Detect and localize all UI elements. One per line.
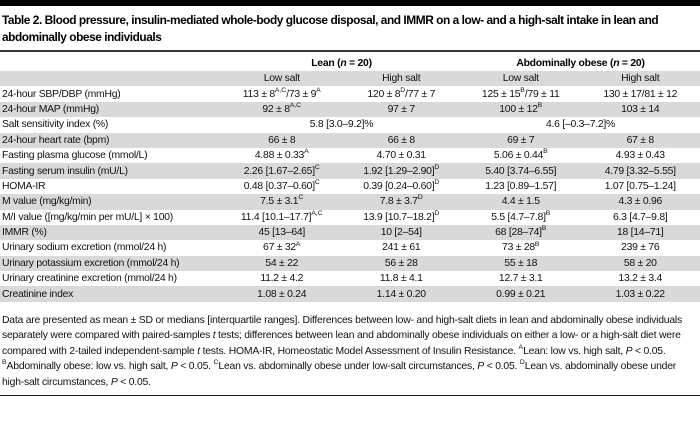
value-cell: 103 ± 14 xyxy=(621,103,660,115)
title-divider-rule xyxy=(0,50,700,52)
row-label: Salt sensitivity index (%) xyxy=(2,119,109,131)
value-cell: 66 ± 8 xyxy=(387,134,416,146)
value-cell: 68 [28–74]B xyxy=(495,225,547,239)
row-label: 24-hour SBP/DBP (mmHg) xyxy=(2,88,121,100)
table-row: Salt sensitivity index (%) 5.8 [3.0–9.2]%… xyxy=(0,117,700,132)
value-cell: 1.08 ± 0.24 xyxy=(257,288,307,300)
value-cell: 1.14 ± 0.20 xyxy=(376,288,426,300)
table-footnote: Data are presented as mean ± SD or media… xyxy=(2,314,682,388)
value-cell: 0.48 [0.37–0.60]C xyxy=(243,178,320,192)
value-cell: 7.8 ± 3.7D xyxy=(379,194,423,208)
value-cell: 13.9 [10.7–18.2]D xyxy=(363,209,440,223)
value-cell: 0.99 ± 0.21 xyxy=(496,288,546,300)
value-cell: 13.2 ± 3.4 xyxy=(618,273,663,285)
table-body: 24-hour SBP/DBP (mmHg) 113 ± 8A,C/73 ± 9A… xyxy=(0,86,700,302)
value-cell: 1.03 ± 0.22 xyxy=(615,288,665,300)
value-cell: 2.26 [1.67–2.65]C xyxy=(243,163,320,177)
value-cell: 55 ± 18 xyxy=(504,257,538,269)
value-cell: 11.4 [10.1–17.7]A,C xyxy=(240,209,323,223)
value-cell: 18 [14–71] xyxy=(616,227,664,239)
value-cell: 11.2 ± 4.2 xyxy=(260,273,304,285)
value-cell: 239 ± 76 xyxy=(621,242,660,254)
top-rule xyxy=(0,0,700,6)
table-row: Creatinine index 1.08 ± 0.24 1.14 ± 0.20 0.… xyxy=(0,286,700,302)
value-cell: 100 ± 12B xyxy=(499,102,543,115)
table-title: Table 2. Blood pressure, insulin-mediate… xyxy=(2,13,659,44)
group-header-row: Lean (n = 20) Abdominally obese (n = 20) xyxy=(0,55,700,71)
value-cell: 12.7 ± 3.1 xyxy=(498,273,543,285)
row-label: 24-hour MAP (mmHg) xyxy=(2,103,99,115)
value-cell: 45 [13–64] xyxy=(258,227,306,239)
value-cell: 113 ± 8A,C/73 ± 9A xyxy=(242,86,321,100)
value-cell: 5.40 [3.74–6.55] xyxy=(485,165,557,177)
value-cell: 0.39 [0.24–0.60]D xyxy=(363,178,440,192)
value-cell: 69 ± 7 xyxy=(507,134,535,146)
value-cell: 4.93 ± 0.43 xyxy=(615,150,665,162)
value-cell: 7.5 ± 3.1C xyxy=(260,194,304,208)
value-cell: 5.5 [4.7–7.8]B xyxy=(491,209,551,223)
value-cell: 66 ± 8 xyxy=(268,134,296,146)
value-cell: 1.92 [1.29–2.90]D xyxy=(363,163,440,177)
row-label: M/I value ([mg/kg/min per mU/L] × 100) xyxy=(2,211,173,223)
merged-value-cell: 5.8 [3.0–9.2]% xyxy=(309,119,374,131)
group-header-obese: Abdominally obese (n = 20) xyxy=(516,57,645,69)
row-label: HOMA-IR xyxy=(2,180,46,192)
value-cell: 4.4 ± 1.5 xyxy=(501,196,540,208)
column-header-obese-high-salt: High salt xyxy=(621,73,660,85)
value-cell: 67 ± 8 xyxy=(626,134,655,146)
column-header-lean-low-salt: Low salt xyxy=(263,73,300,85)
table-row: IMMR (%) 45 [13–64] 10 [2–54] 68 [28–74]B 18… xyxy=(0,224,700,241)
value-cell: 120 ± 8D/77 ± 7 xyxy=(367,86,436,100)
value-cell: 11.8 ± 4.1 xyxy=(379,273,423,285)
table-row: Urinary potassium excretion (mmol/24 h) 5… xyxy=(0,255,700,272)
salt-header-row: Low salt High salt Low salt High salt xyxy=(0,71,700,87)
table-row: 24-hour heart rate (bpm) 66 ± 8 66 ± 8 69 ±… xyxy=(0,132,700,148)
value-cell: 4.88 ± 0.33A xyxy=(254,148,309,162)
row-label: 24-hour heart rate (bpm) xyxy=(2,134,110,146)
value-cell: 241 ± 61 xyxy=(382,242,421,254)
value-cell: 5.06 ± 0.44B xyxy=(493,148,548,162)
value-cell: 10 [2–54] xyxy=(380,227,422,239)
table-row: Urinary creatinine excretion (mmol/24 h)… xyxy=(0,271,700,286)
value-cell: 1.07 [0.75–1.24] xyxy=(604,180,676,192)
table-row: Fasting plasma glucose (mmol/L) 4.88 ± 0.… xyxy=(0,148,700,163)
value-cell: 58 ± 20 xyxy=(623,257,657,269)
table-row: HOMA-IR 0.48 [0.37–0.60]C 0.39 [0.24–0.60]… xyxy=(0,179,700,194)
data-table: Lean (n = 20) Abdominally obese (n = 20)… xyxy=(0,55,700,302)
column-header-obese-low-salt: Low salt xyxy=(502,73,539,85)
row-label: M value (mg/kg/min) xyxy=(2,196,92,208)
row-label: Fasting serum insulin (mU/L) xyxy=(2,165,128,177)
table-row: M value (mg/kg/min) 7.5 ± 3.1C 7.8 ± 3.7D 4… xyxy=(0,194,700,210)
row-label: Urinary potassium excretion (mmol/24 h) xyxy=(2,257,180,269)
table-row: 24-hour SBP/DBP (mmHg) 113 ± 8A,C/73 ± 9A… xyxy=(0,86,700,101)
value-cell: 56 ± 28 xyxy=(384,257,418,269)
value-cell: 97 ± 7 xyxy=(387,103,416,115)
value-cell: 92 ± 8A,C xyxy=(262,102,302,115)
row-label: Urinary sodium excretion (mmol/24 h) xyxy=(2,242,167,254)
group-header-lean: Lean (n = 20) xyxy=(311,57,372,69)
value-cell: 1.23 [0.89–1.57] xyxy=(485,180,557,192)
value-cell: 4.70 ± 0.31 xyxy=(376,150,426,162)
merged-value-cell: 4.6 [–0.3–7.2]% xyxy=(545,119,616,131)
row-label: IMMR (%) xyxy=(2,227,47,239)
value-cell: 4.3 ± 0.96 xyxy=(618,196,663,208)
value-cell: 4.79 [3.32–5.55] xyxy=(604,165,676,177)
value-cell: 130 ± 17/81 ± 12 xyxy=(603,88,678,100)
value-cell: 73 ± 28B xyxy=(502,240,540,254)
table-row: Urinary sodium excretion (mmol/24 h) 67 ±… xyxy=(0,240,700,255)
table-row: M/I value ([mg/kg/min per mU/L] × 100) 11… xyxy=(0,210,700,225)
row-label: Fasting plasma glucose (mmol/L) xyxy=(2,150,148,162)
value-cell: 54 ± 22 xyxy=(265,257,299,269)
table-row: Fasting serum insulin (mU/L) 2.26 [1.67–2… xyxy=(0,163,700,179)
table-row: 24-hour MAP (mmHg) 92 ± 8A,C 97 ± 7 100 ± 1… xyxy=(0,101,700,118)
value-cell: 67 ± 32A xyxy=(263,240,301,254)
value-cell: 6.3 [4.7–9.8] xyxy=(612,211,668,223)
column-header-lean-high-salt: High salt xyxy=(382,73,421,85)
row-label: Creatinine index xyxy=(2,288,74,300)
value-cell: 125 ± 15B/79 ± 11 xyxy=(481,86,560,100)
row-label: Urinary creatinine excretion (mmol/24 h) xyxy=(2,273,177,285)
bottom-rule xyxy=(0,395,700,397)
